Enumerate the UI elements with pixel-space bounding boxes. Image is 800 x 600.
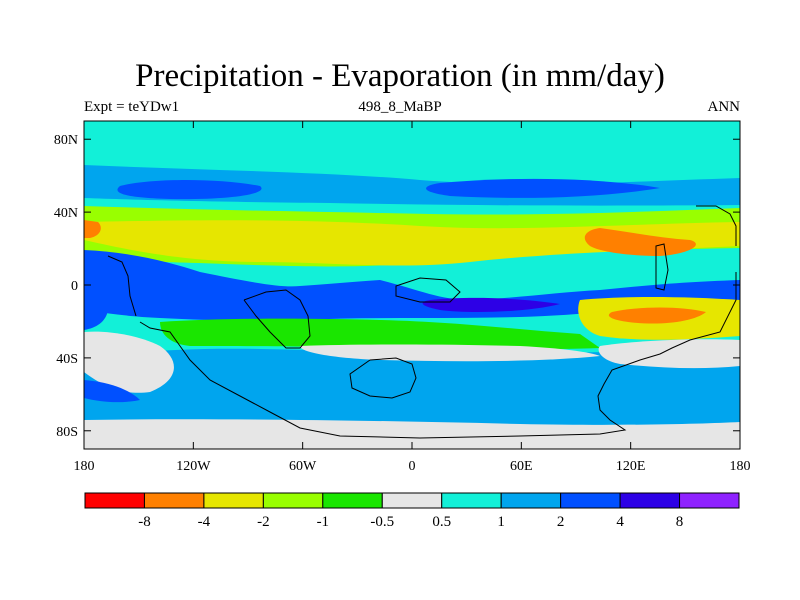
field-region-dry-belt-orange <box>584 228 696 256</box>
field-region-pacific-blue-west <box>84 264 109 330</box>
colorbar-swatch <box>441 492 502 509</box>
x-tick-label: 120W <box>176 459 211 474</box>
x-tick-label: 60E <box>510 459 533 474</box>
colorbar-swatch <box>560 492 621 509</box>
field-layer <box>84 121 740 449</box>
continent-outline-east-strip <box>655 243 669 291</box>
continent-outline-north-east <box>696 205 737 246</box>
continent-outline-island-b <box>349 357 417 399</box>
colorbar: -8 -4 -2 -1 -0.5 0.5 1 2 4 8 <box>84 492 740 530</box>
colorbar-label: -2 <box>257 514 270 530</box>
y-tick-label: 0 <box>71 279 78 294</box>
colorbar-label: 1 <box>497 514 505 530</box>
plot-title: Precipitation - Evaporation (in mm/day) <box>135 58 665 94</box>
continent-outline-south <box>139 272 737 439</box>
colorbar-swatch <box>143 492 205 509</box>
field-region-dry-west-orange <box>84 220 101 238</box>
field-region-tropical-deep <box>422 297 560 312</box>
y-axis: 80N 40N 0 40S 80S <box>54 133 740 440</box>
colorbar-label: 0.5 <box>432 514 451 530</box>
field-region-northern-darkblue <box>117 180 262 200</box>
field-region-southern-green <box>160 318 600 350</box>
coastlines <box>107 205 737 439</box>
x-tick-label: 180 <box>74 459 95 474</box>
field-region-southern-grey-east <box>598 339 740 369</box>
experiment-label: Expt = teYDw1 <box>84 99 180 115</box>
colorbar-swatch <box>84 492 145 509</box>
colorbar-label: -0.5 <box>370 514 394 530</box>
field-region-polar-grey <box>84 419 740 449</box>
colorbar-swatch <box>322 492 383 509</box>
colorbar-label: -4 <box>198 514 211 530</box>
colorbar-label: 2 <box>557 514 565 530</box>
field-region-indian-orange <box>608 307 706 324</box>
y-tick-label: 40S <box>56 352 78 367</box>
x-tick-label: 180 <box>730 459 751 474</box>
colorbar-label: -1 <box>317 514 330 530</box>
x-axis: 180 120W 60W 0 60E 120E 180 <box>74 121 751 474</box>
field-region-dry-belt-yellow <box>84 220 740 266</box>
field-region-southern-grey <box>84 331 174 393</box>
field-region-northern-darkblue-2 <box>426 178 660 198</box>
colorbar-swatch <box>679 492 740 509</box>
continent-outline-west-edge <box>107 255 137 317</box>
y-tick-label: 80N <box>54 133 78 148</box>
colorbar-label: 4 <box>616 514 624 530</box>
colorbar-swatch <box>262 492 324 509</box>
colorbar-swatch <box>619 492 681 509</box>
field-region-southern-grey-mid <box>300 344 600 362</box>
continent-outline-island-c <box>395 277 461 303</box>
field-region-tropical-wet <box>84 250 740 321</box>
y-tick-label: 80S <box>56 425 78 440</box>
colorbar-swatch <box>500 492 562 509</box>
colorbar-swatch <box>203 492 264 509</box>
y-tick-label: 40N <box>54 206 78 221</box>
colorbar-label: 8 <box>676 514 684 530</box>
season-label: ANN <box>707 99 741 115</box>
time-label: 498_8_MaBP <box>358 99 442 115</box>
x-tick-label: 120E <box>616 459 646 474</box>
x-tick-label: 60W <box>289 459 317 474</box>
colorbar-label: -8 <box>138 514 151 530</box>
continent-outline-island-a <box>243 289 311 349</box>
field-region-pacific-blue-south <box>84 380 140 403</box>
x-tick-label: 0 <box>409 459 416 474</box>
colorbar-swatch <box>381 492 443 509</box>
